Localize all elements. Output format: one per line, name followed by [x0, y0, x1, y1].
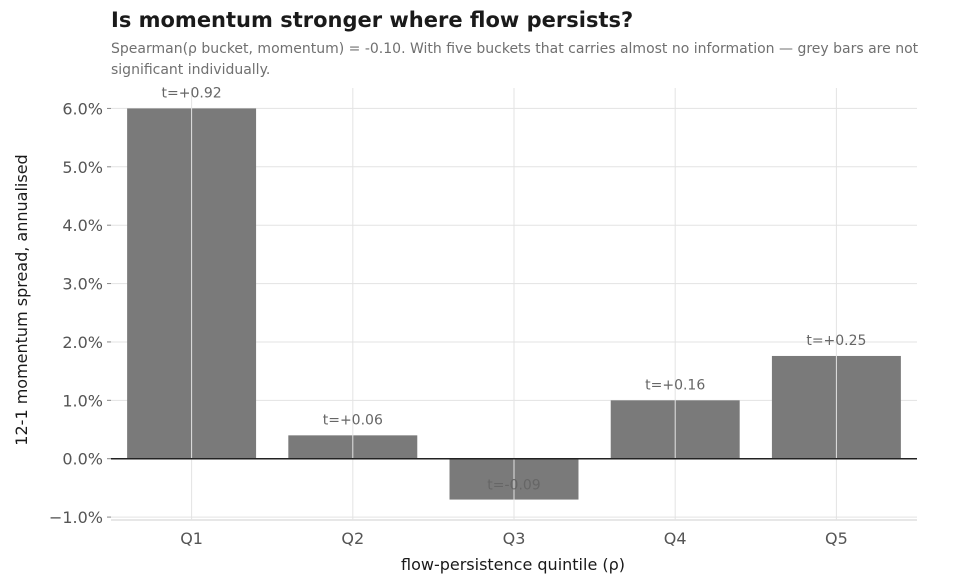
x-tick-label: Q1 [180, 529, 203, 548]
bar-t-stat-label: t=+0.92 [162, 85, 222, 101]
y-tick-label: 6.0% [62, 99, 103, 118]
y-tick-label: 2.0% [62, 333, 103, 352]
y-axis-label: 12-1 momentum spread, annualised [12, 154, 31, 445]
x-tick-label: Q2 [341, 529, 364, 548]
bar-labels: t=+0.92 t=+0.06 t=-0.09 t=+0.16 t=+0.25 [162, 85, 867, 493]
bar-t-stat-label: t=-0.09 [487, 478, 540, 494]
x-tick-label: Q4 [664, 529, 687, 548]
y-tick-label: 5.0% [62, 158, 103, 177]
chart-title: Is momentum stronger where flow persists… [111, 8, 634, 32]
bar-t-stat-label: t=+0.06 [323, 412, 383, 428]
y-tick-label: 4.0% [62, 216, 103, 235]
y-tick-label: 1.0% [62, 391, 103, 410]
y-tick-labels: −1.0% 0.0% 1.0% 2.0% 3.0% 4.0% 5.0% 6.0% [49, 99, 111, 527]
y-tick-label: −1.0% [49, 508, 103, 527]
x-tick-label: Q3 [503, 529, 526, 548]
y-tick-label: 0.0% [62, 450, 103, 469]
chart-subtitle: Spearman(ρ bucket, momentum) = -0.10. Wi… [111, 41, 919, 78]
vertical-gridlines [191, 88, 837, 520]
bar-t-stat-label: t=+0.25 [806, 333, 866, 349]
x-axis-label: flow-persistence quintile (ρ) [401, 555, 625, 574]
y-tick-label: 3.0% [62, 275, 103, 294]
bar-t-stat-label: t=+0.16 [645, 377, 705, 393]
x-tick-labels: Q1 Q2 Q3 Q4 Q5 [180, 529, 848, 548]
x-tick-label: Q5 [825, 529, 848, 548]
